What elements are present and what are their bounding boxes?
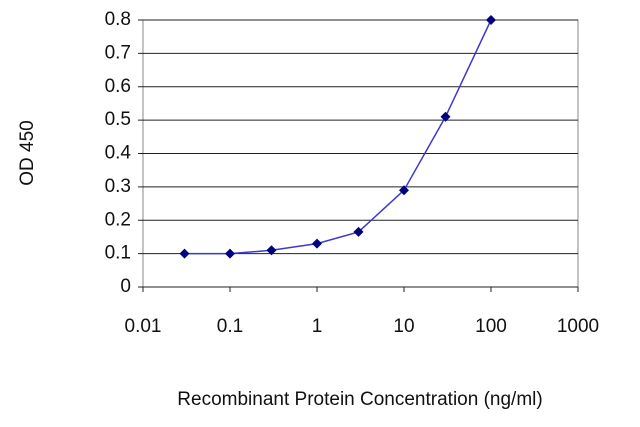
y-tick-label: 0.1 xyxy=(105,243,131,264)
data-point xyxy=(225,248,235,259)
data-point xyxy=(440,111,451,122)
y-tick-label: 0.8 xyxy=(105,9,131,30)
y-tick-label: 0.6 xyxy=(105,76,131,97)
y-tick-label: 0.5 xyxy=(105,109,131,130)
x-tick-label: 0.01 xyxy=(125,316,162,337)
y-tick-label: 0.2 xyxy=(105,209,131,230)
x-tick-label: 10 xyxy=(393,316,414,337)
x-tick-label: 0.1 xyxy=(217,316,243,337)
data-point xyxy=(266,245,277,256)
data-point xyxy=(312,238,322,249)
y-tick-label: 0.7 xyxy=(105,42,131,63)
x-tick-label: 1000 xyxy=(557,316,599,337)
y-tick-label: 0.4 xyxy=(105,143,132,164)
data-line xyxy=(184,19,492,255)
data-point xyxy=(399,185,409,196)
data-point xyxy=(486,15,496,25)
x-tick-label: 100 xyxy=(475,316,507,337)
x-tick-label: 1 xyxy=(312,316,323,337)
x-axis-title: Recombinant Protein Concentration (ng/ml… xyxy=(177,389,542,410)
y-axis-title: OD 450 xyxy=(17,120,38,185)
y-tick-label: 0 xyxy=(120,276,131,297)
data-point xyxy=(179,248,190,259)
y-tick-label: 0.3 xyxy=(105,176,131,197)
data-point xyxy=(353,226,364,237)
